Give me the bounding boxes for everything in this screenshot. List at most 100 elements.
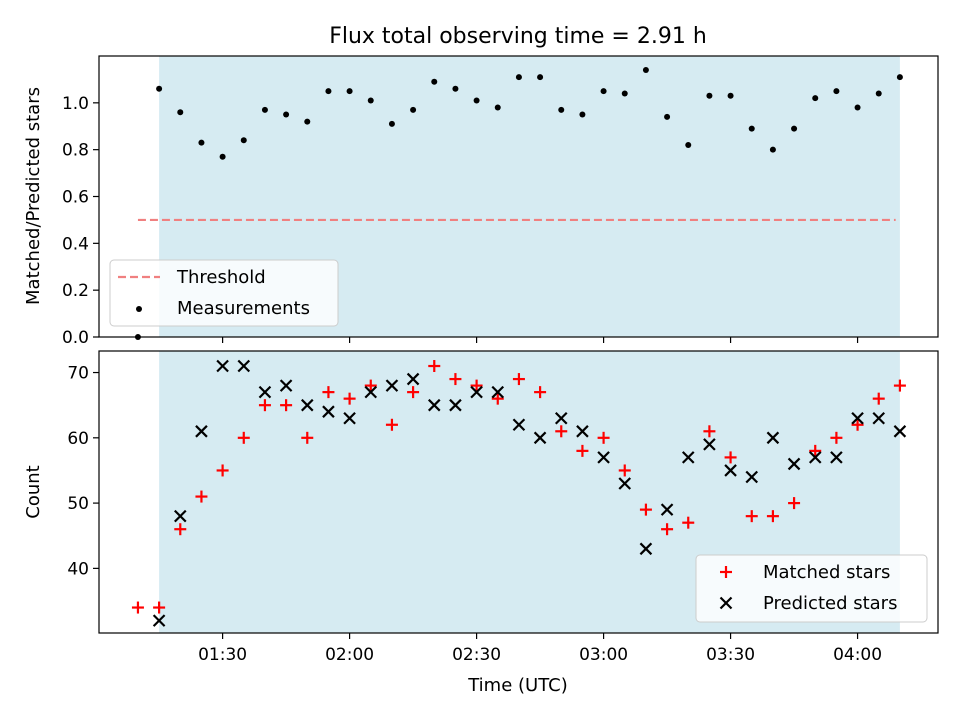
predicted-star-point <box>745 470 759 484</box>
matched-star-point <box>237 431 250 444</box>
measurement-point <box>388 120 395 127</box>
legend-predicted-swatch <box>719 596 733 610</box>
x-b <box>300 398 314 412</box>
predicted-star-point <box>766 431 780 445</box>
predicted-star-point <box>364 385 378 399</box>
measurement-point <box>642 67 649 74</box>
predicted-star-point <box>660 503 674 516</box>
measurement-point <box>558 106 565 113</box>
x-b <box>258 385 272 399</box>
predicted-star-point <box>512 418 526 432</box>
matched-star-point <box>597 431 610 444</box>
x-tick-label: 03:00 <box>579 645 628 665</box>
matched-star-point <box>491 392 504 405</box>
matched-star-point <box>449 373 462 386</box>
count-y-tick-label: 50 <box>67 494 89 514</box>
ratio-panel: 0.0 0.2 0.4 0.6 0.8 1.0 Threshold Measurements <box>62 55 939 348</box>
matched-star-point <box>364 379 377 392</box>
measurement-point <box>706 92 713 99</box>
matched-star-point <box>280 399 293 412</box>
matched-star-point <box>534 386 547 399</box>
matched-star-point <box>301 431 314 444</box>
x-b <box>152 614 166 627</box>
count-legend: Matched stars Predicted stars <box>695 554 928 623</box>
x-b <box>533 431 547 445</box>
predicted-star-point <box>152 614 166 627</box>
predicted-star-point <box>851 411 864 425</box>
measurement-point <box>579 111 586 118</box>
predicted-star-point <box>808 451 822 464</box>
x-b <box>427 398 441 412</box>
measurement-point <box>325 88 332 95</box>
matched-star-point <box>703 425 716 438</box>
axes-frame <box>98 350 939 634</box>
ratio-y-axis-label: Matched/Predicted stars <box>23 87 44 305</box>
ratio-y-tick-label: 1.0 <box>62 94 89 114</box>
measurement-point <box>473 97 480 104</box>
measurement-point <box>896 74 903 81</box>
matched-star-point <box>385 418 398 431</box>
legend-predicted-label: Predicted stars <box>763 593 897 614</box>
x-b <box>681 451 695 464</box>
predicted-star-point <box>470 385 483 399</box>
x-b <box>237 359 251 373</box>
matched-star-point <box>258 399 271 412</box>
ratio-y-tick-label: 0.2 <box>62 281 89 301</box>
matched-star-point <box>174 523 187 536</box>
matched-star-point <box>745 510 758 523</box>
predicted-star-point <box>449 398 462 412</box>
ratio-y-tick-label: 0.4 <box>62 234 89 254</box>
x-b <box>639 542 653 556</box>
matched-star-point <box>661 523 674 536</box>
matched-star-point <box>555 425 568 438</box>
matched-star-point <box>893 379 906 392</box>
x-axis-label: Time (UTC) <box>467 675 568 696</box>
legend-measurement-label: Measurements <box>177 298 310 319</box>
matched-star-point <box>618 464 631 477</box>
matched-star-point <box>470 379 483 392</box>
measurement-point <box>769 146 776 153</box>
measurement-point <box>452 85 459 92</box>
x-b <box>703 438 716 451</box>
matched-star-point <box>322 386 335 399</box>
measurement-point <box>664 113 671 120</box>
measurement-point <box>812 95 819 102</box>
predicted-star-point <box>597 451 610 464</box>
count-panel: 40 50 60 70 01:30 02:00 02:30 03:00 03:30 04:00 Ma… <box>67 350 939 665</box>
figure-title: Flux total observing time = 2.91 h <box>329 24 707 49</box>
count-y-tick-label: 60 <box>67 429 89 449</box>
measurement-point <box>748 125 755 132</box>
measurement-point <box>833 88 840 95</box>
x-tick-label: 01:30 <box>198 645 247 665</box>
predicted-star-point <box>406 372 420 386</box>
measurement-point <box>304 118 311 125</box>
x-b <box>195 425 208 438</box>
predicted-star-point <box>237 359 251 373</box>
x-b <box>322 405 335 418</box>
legend-threshold-label: Threshold <box>176 267 266 288</box>
predicted-star-point <box>639 542 653 556</box>
matched-star-point <box>407 386 420 399</box>
legend-matched-swatch <box>720 566 732 578</box>
x-b <box>719 596 733 610</box>
matched-star-point <box>195 490 208 503</box>
x-b <box>618 477 632 490</box>
predicted-star-point <box>173 509 187 523</box>
matched-star-point <box>576 444 589 457</box>
measurement-point <box>515 74 522 81</box>
matched-star-point <box>428 360 441 373</box>
x-b <box>173 509 187 523</box>
ratio-y-tick-label: 0.0 <box>62 328 89 348</box>
measurement-point <box>727 92 734 99</box>
x-b <box>216 359 229 373</box>
measurement-point <box>367 97 374 104</box>
predicted-star-point <box>216 359 229 373</box>
measurement-point <box>219 153 226 160</box>
matched-star-point <box>872 392 885 405</box>
count-y-tick-label: 70 <box>67 364 89 384</box>
ratio-y-tick-label: 0.6 <box>62 188 89 208</box>
x-tick-label: 03:30 <box>706 645 755 665</box>
x-b <box>745 470 759 484</box>
measurement-point <box>537 74 544 81</box>
x-b <box>830 451 843 464</box>
